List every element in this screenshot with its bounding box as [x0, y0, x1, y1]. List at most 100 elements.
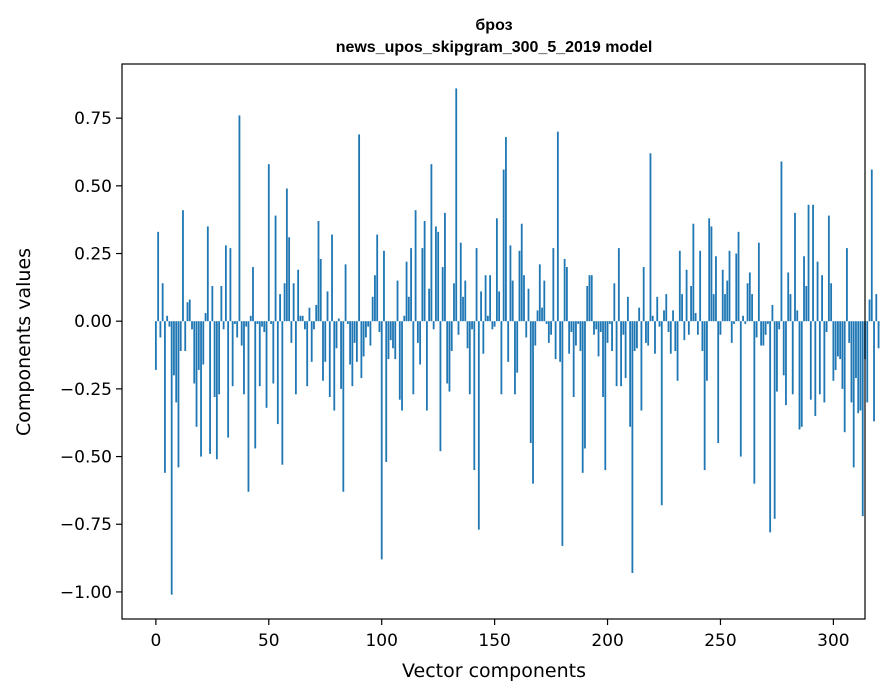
bar [371, 296, 374, 322]
x-tick-label: 50 [258, 631, 280, 651]
x-tick-label: 200 [591, 631, 623, 651]
bar [755, 321, 758, 338]
bar [358, 134, 361, 322]
bar [796, 310, 799, 322]
bar [315, 304, 318, 322]
bar [547, 321, 550, 343]
bar [800, 321, 803, 427]
bar [263, 321, 266, 333]
bar [283, 283, 286, 322]
bar [227, 321, 230, 438]
bar [398, 321, 401, 400]
bar [274, 215, 277, 322]
plot-frame [121, 63, 866, 620]
bar [389, 321, 392, 341]
bar [328, 321, 331, 397]
bar [617, 248, 620, 322]
bar [848, 321, 851, 343]
bar [798, 321, 801, 430]
bar [789, 294, 792, 322]
y-tick-label: −0.75 [60, 515, 112, 535]
bar [733, 321, 735, 324]
bar [306, 321, 309, 387]
chart-title: броз [475, 17, 512, 34]
bar [396, 280, 399, 322]
bar [292, 283, 295, 322]
bar [791, 321, 794, 395]
bar [665, 294, 668, 322]
bar [385, 321, 388, 462]
bar [157, 231, 160, 322]
bar [369, 321, 372, 346]
y-tick-label: −0.50 [60, 448, 112, 468]
bar [678, 250, 681, 322]
bar [272, 321, 275, 384]
bar [281, 321, 284, 465]
bar [769, 321, 772, 533]
bar [229, 248, 232, 322]
bar [403, 315, 406, 322]
bar [448, 321, 451, 392]
bar [794, 212, 796, 322]
bar [812, 204, 814, 322]
bar [197, 321, 200, 370]
bar [435, 226, 437, 322]
bar [351, 321, 354, 387]
bar [658, 321, 661, 327]
bar [267, 164, 270, 322]
bar [809, 321, 812, 400]
bar [685, 269, 688, 322]
bar [527, 288, 530, 322]
bar [170, 321, 173, 595]
bar [477, 321, 480, 530]
bar [837, 321, 839, 357]
bar [588, 275, 591, 322]
bar [821, 275, 823, 322]
bar [861, 321, 864, 517]
bar [340, 321, 342, 389]
bar [696, 321, 699, 335]
bar [645, 321, 647, 343]
bar [439, 321, 442, 452]
bar [337, 318, 340, 322]
bar [154, 321, 157, 370]
bar [701, 321, 704, 351]
bar [416, 321, 419, 343]
bar [706, 321, 708, 381]
y-tick-label: 0.00 [74, 312, 112, 332]
bar [480, 291, 482, 322]
bar [615, 321, 618, 387]
bar [200, 321, 202, 457]
y-axis-ticks: −1.00 −0.75 −0.50 −0.25 0.00 0.25 0.50 0.75 [60, 109, 122, 603]
bar [450, 321, 453, 351]
bar [543, 280, 546, 322]
bar [423, 221, 426, 322]
bar [773, 321, 776, 519]
bar [776, 321, 778, 392]
bar [206, 226, 209, 322]
bar [556, 131, 559, 322]
bar [308, 307, 311, 322]
bar [240, 321, 243, 346]
bar [319, 258, 322, 322]
bars-group [154, 88, 880, 595]
bar [294, 321, 297, 395]
bar [428, 288, 431, 322]
bar [717, 321, 720, 444]
bar [322, 321, 324, 381]
bar [667, 321, 670, 333]
bar [613, 283, 616, 322]
bar [378, 321, 381, 333]
bar [873, 321, 875, 422]
bar [421, 248, 424, 322]
bar [692, 223, 695, 322]
bar [218, 321, 221, 395]
bar [405, 261, 408, 322]
bar [631, 321, 634, 573]
bar [584, 321, 586, 449]
bar [568, 321, 571, 354]
bar [622, 321, 625, 335]
bar [236, 321, 239, 338]
bar [279, 294, 281, 322]
bar [412, 321, 415, 395]
